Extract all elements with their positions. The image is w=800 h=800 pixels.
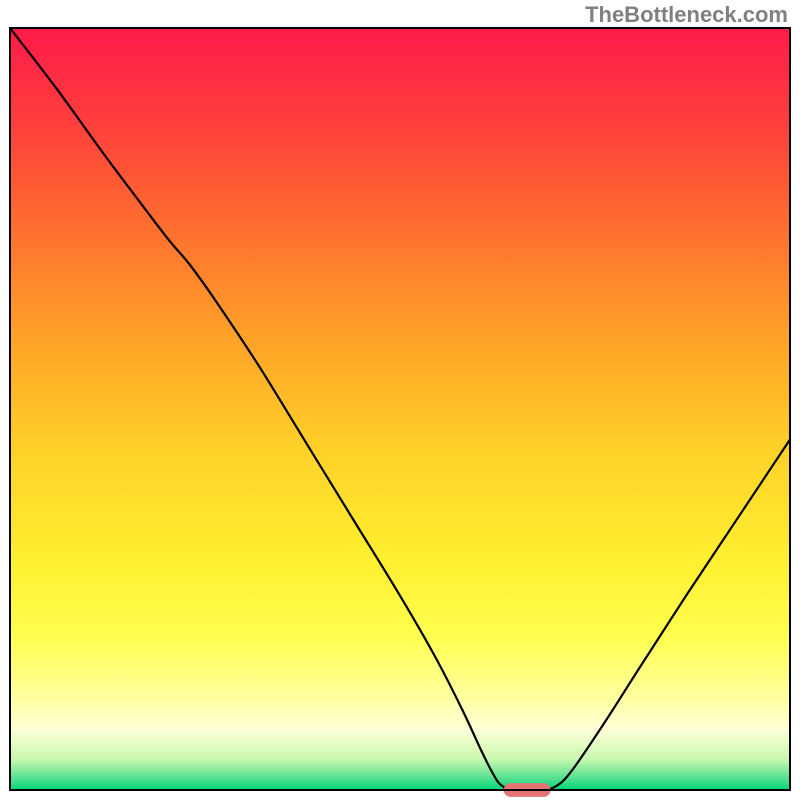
plot-background-gradient [10,28,790,790]
bottleneck-chart: TheBottleneck.com [0,0,800,800]
watermark-text: TheBottleneck.com [585,2,788,28]
chart-svg [0,0,800,800]
